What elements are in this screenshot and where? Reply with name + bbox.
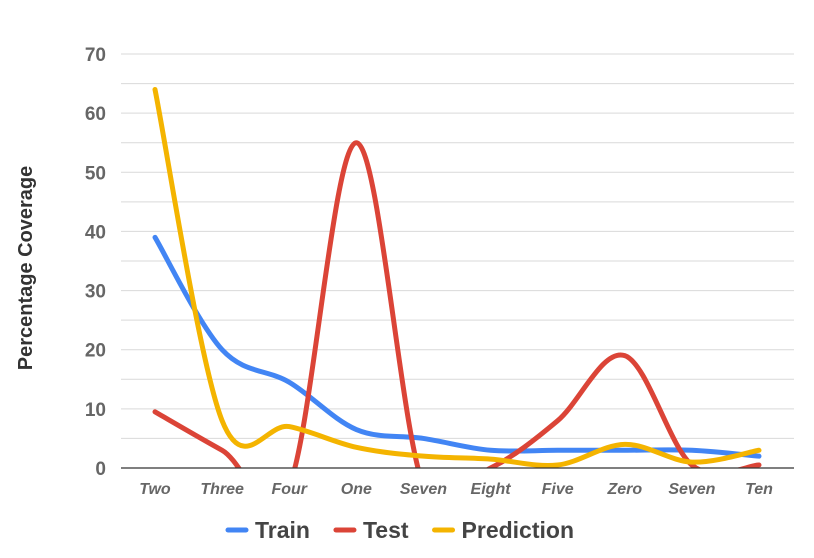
y-tick-label: 70 bbox=[85, 45, 106, 66]
legend-item-prediction: Prediction bbox=[432, 517, 574, 543]
x-tick-label: Three bbox=[200, 481, 244, 498]
legend-label: Test bbox=[363, 517, 409, 543]
y-tick-label: 0 bbox=[95, 459, 106, 480]
y-axis-label: Percentage Coverage bbox=[15, 166, 37, 371]
x-tick-label: Two bbox=[139, 481, 171, 498]
legend-item-train: Train bbox=[225, 517, 310, 543]
legend-item-test: Test bbox=[333, 517, 409, 543]
x-tick-label: One bbox=[341, 481, 372, 498]
legend-label: Prediction bbox=[462, 517, 574, 543]
x-tick-label: Eight bbox=[471, 481, 512, 498]
y-tick-label: 20 bbox=[85, 341, 106, 362]
series-line-test bbox=[152, 140, 762, 468]
x-tick-label: Ten bbox=[745, 481, 773, 498]
y-tick-label: 50 bbox=[85, 163, 106, 184]
y-tick-label: 60 bbox=[85, 104, 106, 125]
x-tick-label: Four bbox=[271, 481, 307, 498]
x-tick-label: Seven bbox=[400, 481, 447, 498]
x-tick-label: Five bbox=[542, 481, 574, 498]
series-line-prediction bbox=[152, 86, 762, 468]
x-tick-label: Zero bbox=[606, 481, 642, 498]
y-tick-label: 30 bbox=[85, 282, 106, 303]
legend: Train Test Prediction bbox=[225, 517, 574, 543]
legend-label: Train bbox=[255, 517, 310, 543]
x-tick-label: Seven bbox=[668, 481, 715, 498]
series-lines bbox=[152, 86, 762, 468]
y-tick-label: 10 bbox=[85, 400, 106, 421]
gridlines bbox=[121, 53, 794, 439]
x-axis-ticks: Two Three Four One Seven Eight Five Zero Seven Te… bbox=[139, 481, 773, 498]
y-axis-ticks: 0 10 20 30 40 50 60 70 bbox=[85, 45, 106, 480]
y-tick-label: 40 bbox=[85, 222, 106, 243]
